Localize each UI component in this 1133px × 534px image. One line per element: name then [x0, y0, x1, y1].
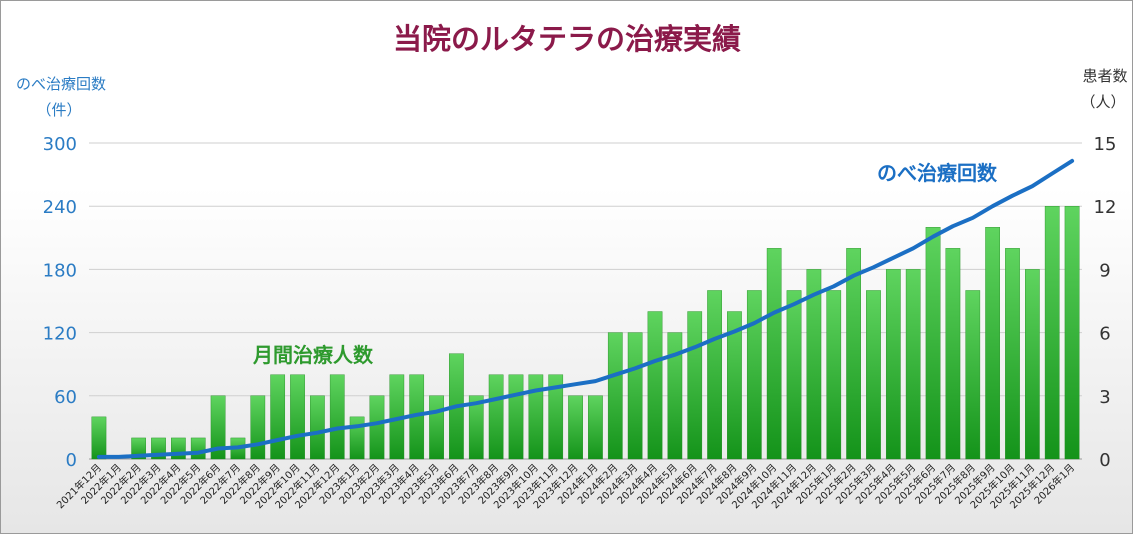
- left-tick-label: 0: [66, 450, 77, 471]
- right-axis-unit: （人）: [1080, 93, 1125, 111]
- bar: [786, 290, 802, 460]
- chart-title: 当院のルタテラの治療実績: [393, 22, 741, 56]
- left-axis-label: のべ治療回数: [16, 75, 106, 93]
- right-tick-label: 6: [1099, 324, 1110, 345]
- bar: [647, 311, 663, 460]
- left-tick-label: 120: [43, 324, 77, 345]
- bar: [329, 374, 345, 460]
- bar: [429, 395, 444, 460]
- bar: [806, 269, 822, 460]
- bar: [508, 374, 524, 460]
- right-tick-label: 3: [1099, 387, 1110, 408]
- line-path: [96, 158, 1075, 459]
- bar: [905, 269, 921, 460]
- left-tick-label: 180: [43, 260, 77, 281]
- bar: [627, 332, 643, 460]
- right-tick-label: 15: [1094, 134, 1117, 155]
- bar: [568, 395, 583, 460]
- bar: [290, 374, 305, 460]
- bar: [746, 290, 762, 460]
- bar: [1025, 269, 1040, 460]
- line-series-label: のべ治療回数: [877, 161, 998, 185]
- bar: [607, 332, 623, 460]
- bar: [727, 311, 742, 460]
- left-tick-label: 60: [54, 387, 77, 408]
- bar: [687, 311, 703, 460]
- left-axis-unit: （件）: [36, 101, 81, 119]
- bar: [885, 269, 901, 460]
- bar: [965, 290, 981, 460]
- bar: [349, 416, 365, 460]
- bar: [468, 395, 484, 460]
- bar: [310, 395, 325, 460]
- left-tick-label: 300: [43, 134, 77, 155]
- line-series: [96, 158, 1075, 459]
- bar: [985, 227, 1000, 460]
- bar: [846, 248, 861, 460]
- right-tick-label: 9: [1099, 260, 1110, 281]
- bar: [866, 290, 881, 460]
- left-tick-labels: 0 60 120 180 240 300: [43, 134, 77, 471]
- bar: [488, 374, 504, 460]
- bar: [826, 290, 842, 460]
- right-tick-label: 0: [1099, 450, 1110, 471]
- x-tick-labels: 2021年12月2022年1月2022年2月2022年3月2022年4月2022…: [54, 461, 1077, 511]
- bar: [1044, 205, 1060, 460]
- bar-series: [91, 205, 1080, 460]
- bar: [270, 374, 286, 460]
- bar: [91, 416, 107, 460]
- bar: [548, 374, 564, 460]
- right-axis-label: 患者数: [1082, 67, 1127, 85]
- right-tick-label: 12: [1094, 197, 1117, 218]
- bar: [190, 437, 206, 460]
- left-tick-label: 240: [43, 197, 77, 218]
- bar: [1064, 205, 1080, 460]
- bar: [210, 395, 226, 460]
- bar: [766, 248, 782, 460]
- bar: [925, 227, 941, 460]
- bar: [667, 332, 683, 460]
- bar: [369, 395, 385, 460]
- bar: [588, 395, 603, 460]
- bar: [250, 395, 266, 460]
- right-tick-labels: 0 3 6 9 12 15: [1094, 134, 1117, 471]
- bar: [707, 290, 722, 460]
- bar-series-label: 月間治療人数: [252, 343, 374, 367]
- bar: [528, 374, 544, 460]
- bar: [945, 248, 961, 460]
- bar: [1005, 248, 1020, 460]
